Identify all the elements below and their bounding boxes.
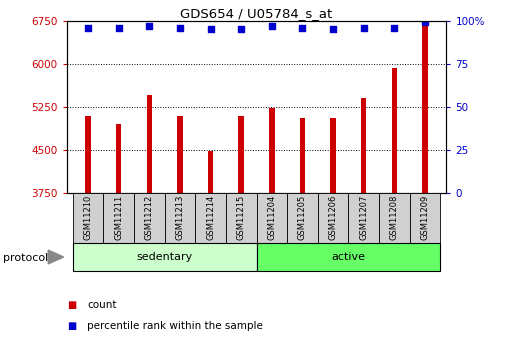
Point	[206, 27, 214, 32]
Bar	[330, 118, 336, 193]
Bar	[318, 193, 348, 243]
Title: GDS654 / U05784_s_at: GDS654 / U05784_s_at	[181, 7, 332, 20]
Point	[329, 27, 337, 32]
Point	[390, 25, 399, 30]
Bar	[134, 193, 165, 243]
Point	[237, 27, 245, 32]
Bar	[256, 193, 287, 243]
Bar	[104, 193, 134, 243]
Point	[421, 20, 429, 25]
Bar	[195, 193, 226, 243]
Bar	[361, 98, 366, 193]
Text: active: active	[331, 252, 365, 262]
Bar	[348, 193, 379, 243]
Bar	[239, 116, 244, 193]
Text: percentile rank within the sample: percentile rank within the sample	[87, 321, 263, 331]
Text: GSM11214: GSM11214	[206, 195, 215, 240]
Polygon shape	[48, 250, 64, 264]
Text: protocol: protocol	[3, 253, 48, 263]
Bar	[409, 193, 440, 243]
Text: GSM11207: GSM11207	[359, 195, 368, 240]
Point	[299, 25, 307, 30]
Text: GSM11212: GSM11212	[145, 195, 154, 240]
Bar	[165, 193, 195, 243]
Bar	[422, 25, 428, 193]
Bar	[208, 151, 213, 193]
Point	[84, 25, 92, 30]
Bar	[177, 116, 183, 193]
Text: sedentary: sedentary	[136, 252, 193, 262]
Bar	[300, 118, 305, 193]
Bar	[226, 193, 256, 243]
Point	[268, 23, 276, 29]
Bar	[116, 124, 122, 193]
Bar	[379, 193, 409, 243]
Bar	[73, 243, 256, 271]
Bar	[269, 108, 274, 193]
Bar	[147, 96, 152, 193]
Bar	[287, 193, 318, 243]
Text: GSM11209: GSM11209	[420, 195, 429, 240]
Text: GSM11211: GSM11211	[114, 195, 123, 240]
Text: ■: ■	[67, 321, 76, 331]
Text: GSM11213: GSM11213	[175, 195, 185, 240]
Text: GSM11204: GSM11204	[267, 195, 277, 240]
Text: GSM11208: GSM11208	[390, 195, 399, 240]
Bar	[256, 243, 440, 271]
Point	[114, 25, 123, 30]
Bar	[391, 68, 397, 193]
Point	[145, 23, 153, 29]
Text: GSM11215: GSM11215	[236, 195, 246, 240]
Text: ■: ■	[67, 300, 76, 310]
Text: GSM11210: GSM11210	[84, 195, 93, 240]
Point	[176, 25, 184, 30]
Point	[360, 25, 368, 30]
Text: GSM11206: GSM11206	[328, 195, 338, 240]
Text: count: count	[87, 300, 117, 310]
Bar	[73, 193, 104, 243]
Bar	[85, 116, 91, 193]
Text: GSM11205: GSM11205	[298, 195, 307, 240]
